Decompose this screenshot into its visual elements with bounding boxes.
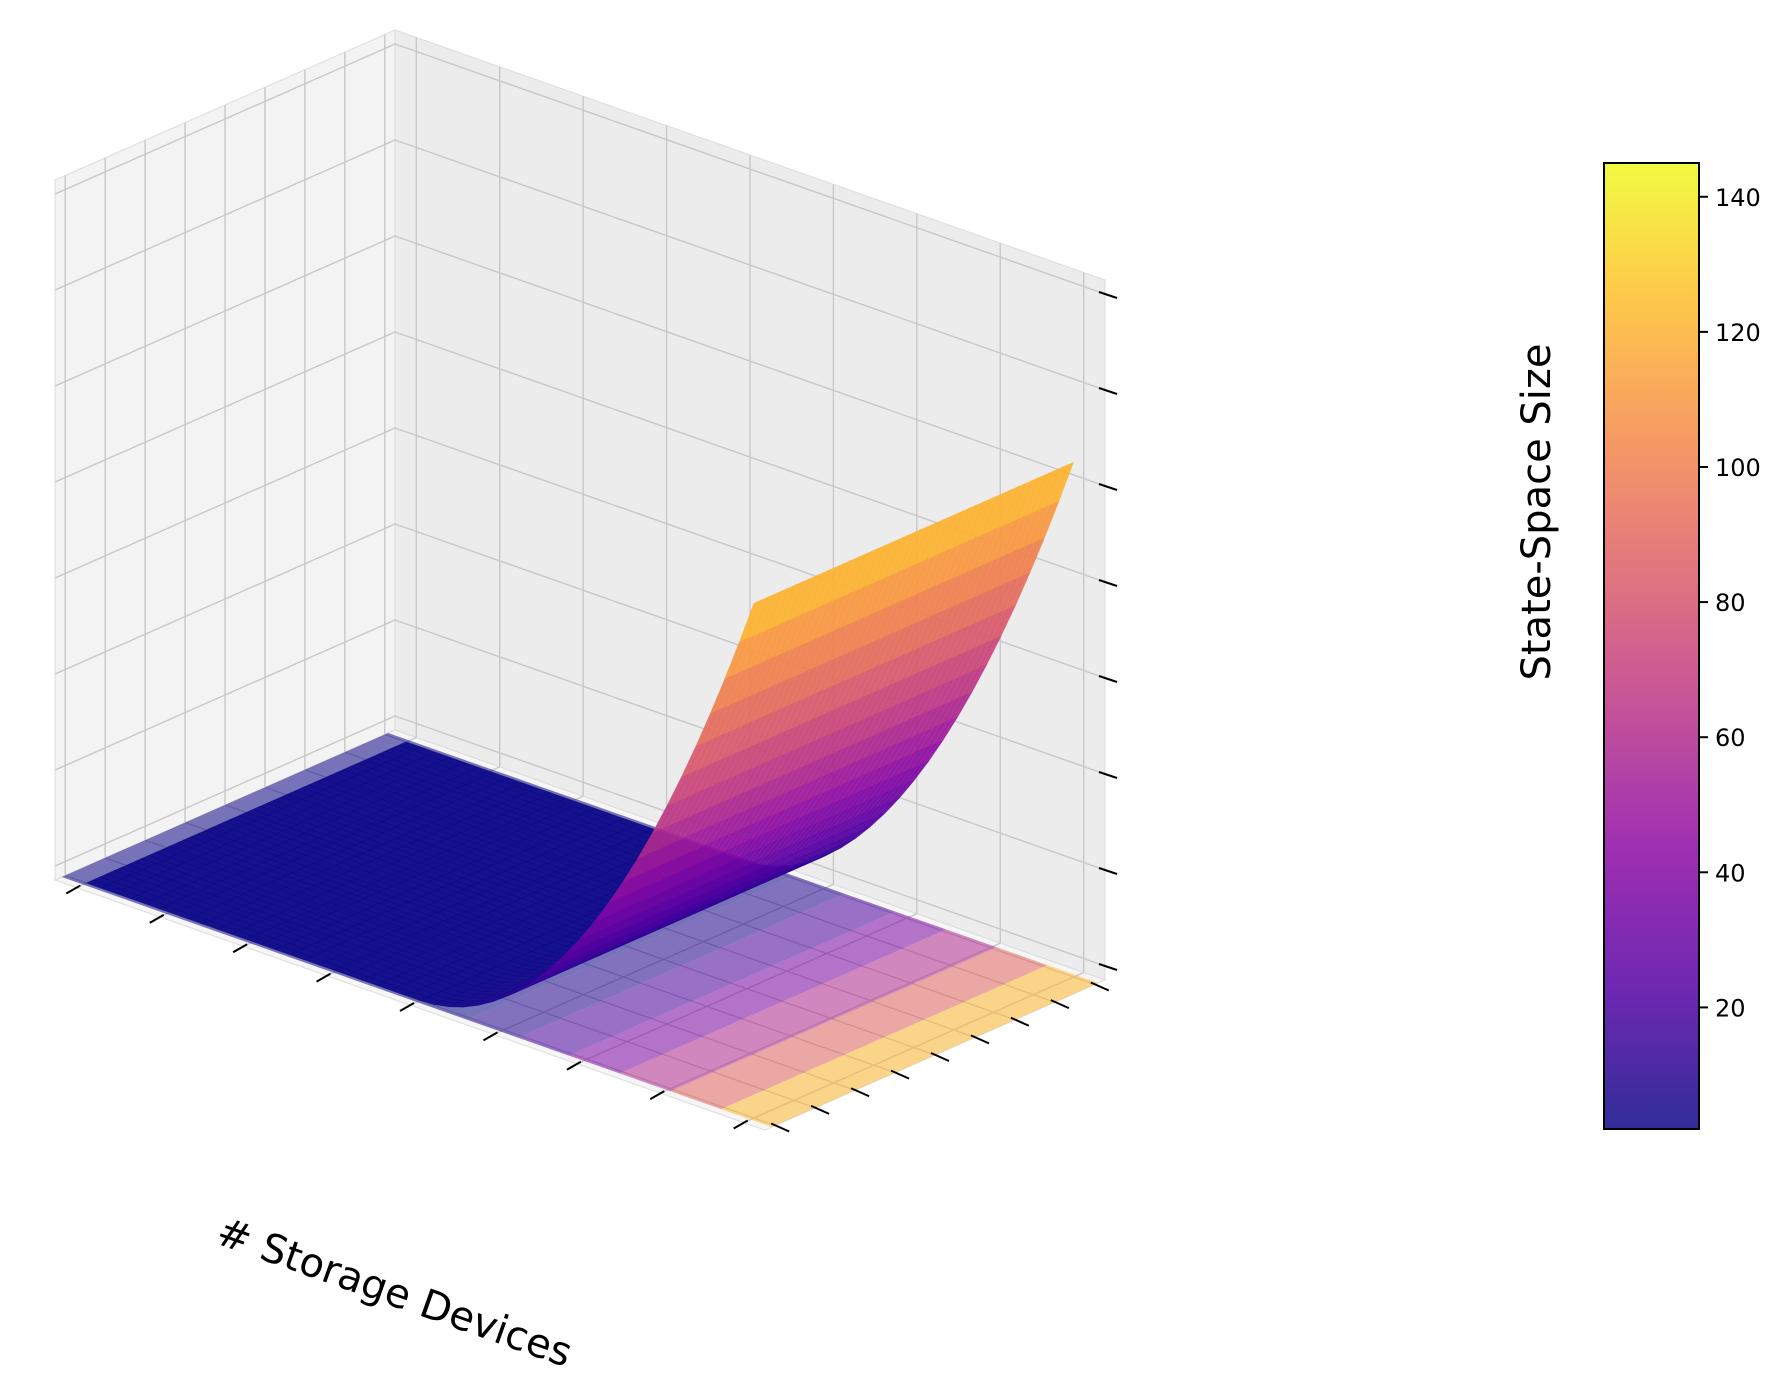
z-tick [1098, 291, 1118, 299]
z-tick [1098, 963, 1118, 971]
x-tick [65, 884, 81, 895]
left-gridline-z [54, 43, 396, 195]
left-gridline-z [54, 235, 396, 387]
z-tick [1098, 483, 1118, 491]
surface-facet [738, 599, 762, 643]
left-gridline-z [54, 139, 396, 291]
axis-ticks [65, 291, 1118, 1133]
floor-band [467, 875, 845, 1038]
floor-band [568, 911, 947, 1074]
surface-mesh [85, 461, 1075, 1008]
colorbar-tick-label: 60 [1715, 724, 1746, 752]
x-tick [566, 1060, 582, 1071]
back-gridline-z [394, 43, 1106, 295]
y-tick [970, 1034, 990, 1045]
back-gridline-z [394, 139, 1106, 391]
x-tick [733, 1119, 749, 1130]
z-tick [1098, 675, 1118, 683]
y-tick [1010, 1016, 1030, 1027]
colorbar-tick-label: 100 [1715, 454, 1761, 482]
floor-band [619, 929, 997, 1092]
z-tick [1098, 579, 1118, 587]
floor-band [721, 965, 1099, 1127]
x-tick [232, 943, 248, 954]
colorbar-tick-label: 80 [1715, 589, 1746, 617]
colorbar-tick-label: 20 [1715, 994, 1746, 1022]
floor-band [670, 947, 1048, 1110]
z-tick [1098, 867, 1118, 875]
y-tick [1050, 999, 1070, 1010]
colorbar-strip [1603, 162, 1700, 1130]
left-gridline-z [54, 715, 396, 867]
colorbar-tick-label: 120 [1715, 319, 1761, 347]
left-gridline-z [54, 619, 396, 771]
back-gridline-z [394, 235, 1106, 487]
colorbar-label: State-Space Size [1514, 343, 1560, 680]
left-gridline-z [54, 331, 396, 483]
z-tick [1098, 387, 1118, 395]
x-tick [649, 1090, 665, 1100]
left-gridline-z [54, 427, 396, 579]
x-tick [399, 1002, 415, 1012]
x-tick [316, 972, 332, 983]
floor-band [518, 893, 896, 1056]
y-tick [930, 1052, 950, 1062]
colorbar-tick-label: 40 [1715, 859, 1746, 887]
y-tick [1090, 981, 1110, 992]
y-tick [770, 1122, 790, 1133]
y-tick [810, 1104, 830, 1115]
y-tick [850, 1087, 870, 1098]
x-tick [149, 914, 165, 924]
colorbar: 20 40 60 80 100 120 140 [1603, 162, 1761, 1130]
x-axis-label: # Storage Devices [211, 1209, 578, 1377]
y-tick [890, 1069, 910, 1080]
x-tick [482, 1031, 498, 1042]
left-gridline-z [54, 523, 396, 675]
colorbar-tick-label: 140 [1715, 184, 1761, 212]
z-tick [1098, 771, 1118, 779]
